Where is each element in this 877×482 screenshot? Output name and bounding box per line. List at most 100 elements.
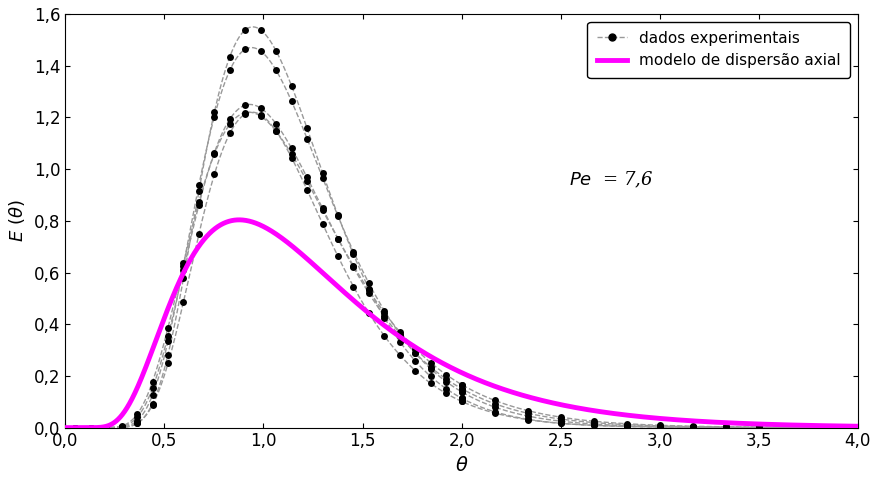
Point — [346, 282, 360, 290]
Point — [438, 371, 453, 378]
Point — [284, 82, 298, 90]
Point — [160, 324, 175, 332]
Point — [83, 424, 97, 431]
Point — [130, 417, 144, 425]
Point — [718, 424, 732, 431]
Point — [652, 421, 666, 429]
Point — [115, 423, 129, 430]
Point — [115, 422, 129, 430]
Point — [253, 26, 267, 34]
Point — [408, 349, 422, 357]
Point — [160, 332, 175, 340]
Point — [160, 360, 175, 367]
Point — [146, 378, 160, 386]
Point — [392, 328, 406, 336]
Point — [361, 285, 375, 293]
Point — [652, 422, 666, 430]
Point — [223, 53, 237, 61]
Point — [454, 385, 468, 392]
Point — [454, 394, 468, 402]
Point — [685, 424, 699, 431]
Point — [331, 212, 345, 220]
Point — [207, 113, 221, 120]
Point — [553, 419, 567, 427]
Point — [253, 112, 267, 120]
Point — [176, 274, 190, 282]
Point — [115, 423, 129, 431]
Point — [377, 307, 391, 314]
Point — [269, 120, 283, 128]
Point — [68, 424, 82, 431]
Point — [207, 171, 221, 178]
Point — [438, 375, 453, 383]
Point — [269, 47, 283, 55]
Point — [652, 423, 666, 430]
Legend: dados experimentais, modelo de dispersão axial: dados experimentais, modelo de dispersão… — [587, 22, 849, 78]
Point — [520, 407, 534, 415]
Point — [424, 373, 438, 380]
Point — [652, 423, 666, 431]
Point — [331, 212, 345, 219]
Point — [553, 417, 567, 425]
Point — [284, 154, 298, 161]
Point — [130, 420, 144, 428]
Text: $Pe$  = 7,6: $Pe$ = 7,6 — [568, 169, 652, 189]
Y-axis label: $E\ (\theta)$: $E\ (\theta)$ — [7, 200, 27, 242]
Point — [424, 379, 438, 387]
Point — [751, 424, 765, 431]
Point — [284, 145, 298, 152]
Point — [377, 308, 391, 316]
Point — [392, 330, 406, 338]
Point — [408, 367, 422, 375]
Point — [751, 424, 765, 431]
Point — [331, 253, 345, 260]
Point — [253, 111, 267, 119]
Point — [192, 230, 206, 238]
Point — [223, 120, 237, 128]
Point — [520, 412, 534, 420]
Point — [346, 248, 360, 255]
Point — [115, 424, 129, 431]
Point — [346, 262, 360, 269]
Point — [83, 424, 97, 431]
Point — [83, 424, 97, 431]
Point — [315, 204, 329, 212]
Point — [392, 351, 406, 359]
X-axis label: $\theta$: $\theta$ — [454, 456, 467, 475]
Point — [207, 108, 221, 116]
Point — [361, 309, 375, 317]
Point — [284, 97, 298, 105]
Point — [68, 424, 82, 431]
Point — [238, 110, 252, 118]
Point — [146, 391, 160, 399]
Point — [652, 423, 666, 431]
Point — [454, 398, 468, 405]
Point — [685, 424, 699, 431]
Point — [377, 312, 391, 320]
Point — [685, 423, 699, 431]
Point — [454, 381, 468, 388]
Point — [619, 422, 633, 429]
Point — [238, 26, 252, 34]
Point — [718, 423, 732, 431]
Point — [284, 150, 298, 158]
Point — [269, 127, 283, 135]
Point — [454, 398, 468, 405]
Point — [619, 420, 633, 428]
Point — [130, 419, 144, 427]
Point — [487, 408, 501, 415]
Point — [192, 198, 206, 206]
Point — [454, 388, 468, 396]
Point — [253, 104, 267, 112]
Point — [315, 206, 329, 214]
Point — [300, 124, 314, 132]
Point — [586, 417, 600, 425]
Point — [115, 424, 129, 431]
Point — [130, 414, 144, 421]
Point — [83, 424, 97, 431]
Point — [377, 332, 391, 340]
Point — [192, 201, 206, 209]
Point — [238, 101, 252, 109]
Point — [487, 397, 501, 404]
Point — [392, 332, 406, 340]
